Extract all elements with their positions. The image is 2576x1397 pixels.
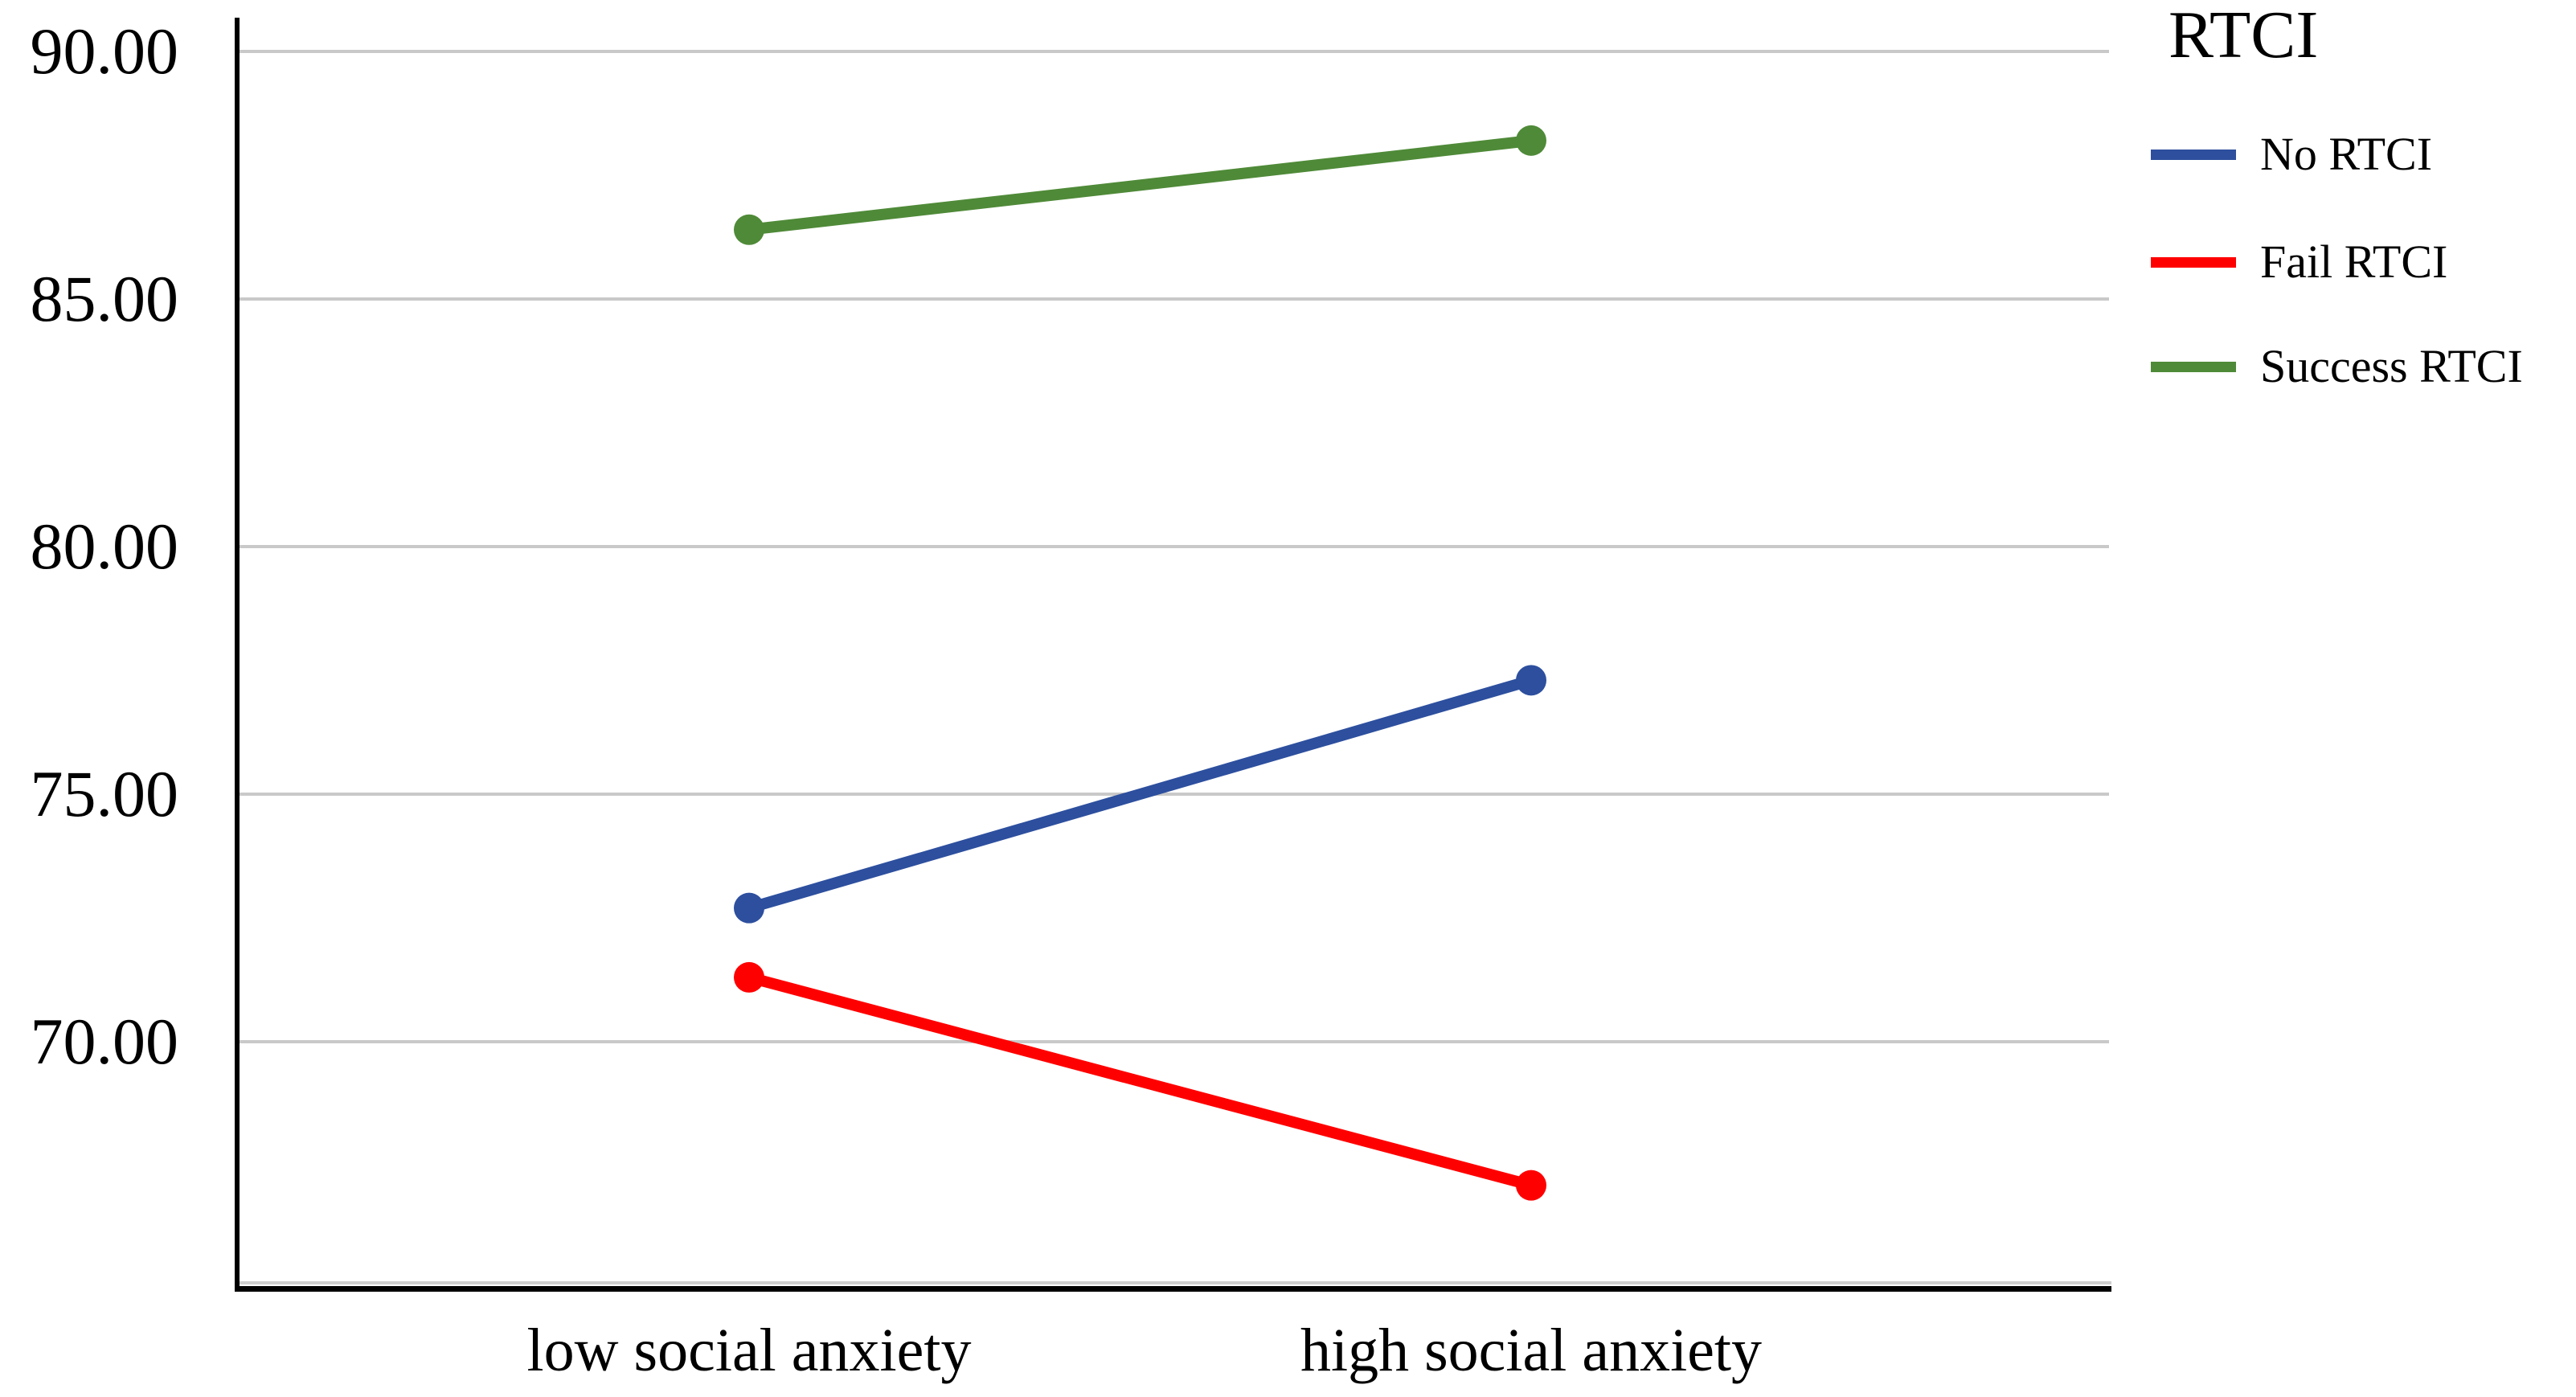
legend-swatch-no-rtci	[2151, 150, 2236, 160]
legend-label-success-rtci: Success RTCI	[2260, 340, 2523, 392]
y-tick-label-90: 90.00	[30, 14, 179, 88]
legend-swatch-success-rtci	[2151, 362, 2236, 372]
legend-swatch-fail-rtci	[2151, 257, 2236, 268]
legend-label-no-rtci: No RTCI	[2260, 128, 2433, 180]
y-tick-label-75: 75.00	[30, 757, 179, 830]
x-category-label-high: high social anxiety	[1300, 1317, 1763, 1384]
y-tick-label-80: 80.00	[30, 510, 179, 583]
legend-label-fail-rtci: Fail RTCI	[2260, 236, 2448, 288]
data-series-lines	[734, 125, 1546, 1201]
legend-title: RTCI	[2169, 0, 2319, 72]
y-tick-label-70: 70.00	[30, 1005, 179, 1078]
y-tick-label-85: 85.00	[30, 262, 179, 335]
gridlines	[240, 50, 2109, 1043]
x-category-label-low: low social anxiety	[526, 1317, 972, 1384]
axes	[235, 18, 2111, 1292]
